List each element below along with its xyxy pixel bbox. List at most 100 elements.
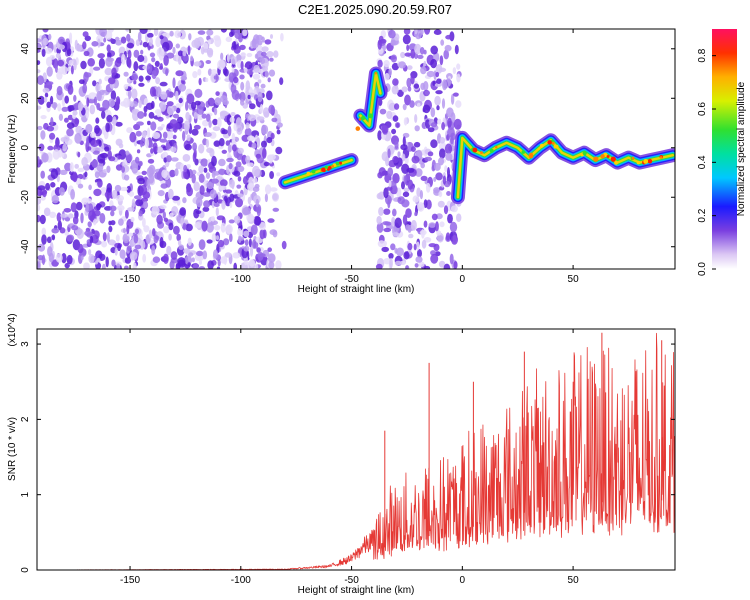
noise-speckle xyxy=(258,253,266,258)
noise-speckle xyxy=(179,29,186,40)
noise-speckle xyxy=(424,29,431,35)
noise-speckle xyxy=(266,90,273,101)
noise-speckle xyxy=(137,111,145,119)
y-tick-label: 2 xyxy=(20,416,31,422)
noise-speckle xyxy=(68,59,74,66)
noise-speckle xyxy=(127,89,132,100)
noise-speckle xyxy=(183,248,191,254)
noise-speckle xyxy=(401,86,408,93)
noise-speckle xyxy=(172,134,177,140)
noise-speckle xyxy=(177,239,182,246)
noise-speckle xyxy=(397,89,404,98)
noise-speckle xyxy=(453,261,458,269)
noise-speckle xyxy=(431,213,438,221)
noise-speckle xyxy=(378,167,386,177)
noise-speckle xyxy=(252,239,257,249)
noise-speckle xyxy=(392,232,400,237)
noise-speckle xyxy=(41,254,46,266)
noise-speckle xyxy=(139,29,148,34)
noise-speckle xyxy=(438,191,443,198)
ridge-hotspot xyxy=(631,156,635,160)
noise-speckle xyxy=(82,41,87,50)
noise-speckle xyxy=(433,177,437,182)
noise-speckle xyxy=(449,253,454,265)
noise-speckle xyxy=(89,66,94,75)
noise-speckle xyxy=(182,130,186,142)
noise-speckle xyxy=(377,130,382,141)
noise-speckle xyxy=(420,82,426,91)
noise-speckle xyxy=(41,227,47,237)
noise-speckle xyxy=(47,145,54,151)
ridge-hotspot xyxy=(326,167,330,171)
noise-speckle xyxy=(445,232,451,241)
noise-speckle xyxy=(430,107,436,118)
noise-speckle xyxy=(414,125,420,132)
noise-speckle xyxy=(268,104,275,115)
noise-speckle xyxy=(247,135,255,142)
noise-speckle xyxy=(248,259,256,267)
noise-speckle xyxy=(257,79,262,84)
noise-speckle xyxy=(268,69,276,77)
noise-speckle xyxy=(443,49,450,60)
noise-speckle xyxy=(178,56,182,65)
noise-speckle xyxy=(53,44,57,53)
noise-speckle xyxy=(270,132,275,140)
noise-speckle xyxy=(135,228,139,235)
noise-speckle xyxy=(69,162,74,173)
noise-speckle xyxy=(215,91,220,96)
noise-speckle xyxy=(430,45,439,55)
noise-speckle xyxy=(159,81,168,87)
noise-speckle xyxy=(71,225,79,231)
noise-speckle xyxy=(385,156,390,167)
noise-speckle xyxy=(151,57,156,63)
noise-speckle xyxy=(388,68,393,77)
noise-speckle xyxy=(403,175,408,183)
noise-speckle xyxy=(155,77,161,85)
noise-speckle xyxy=(75,125,83,134)
noise-speckle xyxy=(279,77,284,85)
noise-speckle xyxy=(267,253,276,263)
noise-speckle xyxy=(103,37,107,43)
noise-speckle xyxy=(75,44,83,52)
noise-speckle xyxy=(228,72,235,83)
noise-speckle xyxy=(152,142,158,153)
noise-speckle xyxy=(450,205,458,213)
noise-speckle xyxy=(138,75,144,82)
noise-speckle xyxy=(213,203,220,207)
noise-speckle xyxy=(146,63,153,74)
noise-speckle xyxy=(182,50,187,57)
noise-speckle xyxy=(169,169,176,178)
noise-speckle xyxy=(187,262,191,267)
noise-speckle xyxy=(55,253,63,263)
noise-speckle xyxy=(89,104,96,115)
noise-speckle xyxy=(198,239,206,251)
noise-speckle xyxy=(107,29,114,33)
noise-speckle xyxy=(118,143,124,149)
noise-speckle xyxy=(434,83,442,87)
noise-speckle xyxy=(416,187,421,198)
noise-speckle xyxy=(64,95,69,104)
x-tick-label: 0 xyxy=(460,575,466,586)
noise-speckle xyxy=(108,220,112,226)
noise-speckle xyxy=(406,44,410,52)
noise-speckle xyxy=(259,103,264,114)
noise-speckle xyxy=(445,152,453,161)
noise-speckle xyxy=(243,230,250,238)
noise-speckle xyxy=(413,141,421,148)
noise-speckle xyxy=(434,95,441,106)
y-tick-label: 0 xyxy=(20,567,31,573)
noise-speckle xyxy=(250,224,258,236)
noise-speckle xyxy=(227,144,232,153)
noise-speckle xyxy=(198,165,205,173)
noise-speckle xyxy=(94,171,100,179)
noise-speckle xyxy=(42,29,49,33)
noise-speckle xyxy=(41,152,49,163)
noise-speckle xyxy=(188,33,192,41)
noise-speckle xyxy=(438,157,444,166)
noise-speckle xyxy=(435,71,440,78)
noise-speckle xyxy=(51,234,56,241)
noise-speckle xyxy=(115,121,123,127)
noise-speckle xyxy=(104,146,110,152)
y-tick-label: -40 xyxy=(20,239,31,254)
noise-speckle xyxy=(170,157,179,162)
